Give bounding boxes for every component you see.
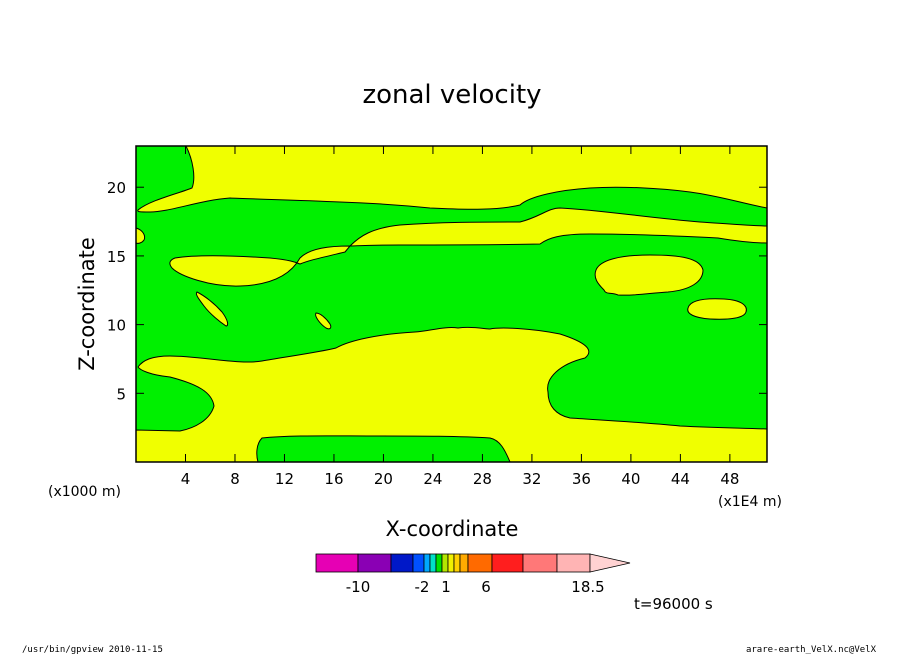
chart-title: zonal velocity [362,80,541,110]
colorbar-cell [491,553,524,573]
x-tick-label: 48 [720,470,739,488]
x-tick-label: 32 [522,470,541,488]
colorbar-cell [522,553,558,573]
region-yellow-lower [135,326,768,463]
colorbar-cell [390,553,414,573]
plot-area [135,145,768,463]
x-tick-label: 8 [230,470,240,488]
y-axis-title: Z-coordinate [75,237,99,371]
colorbar-cell [429,553,437,573]
x-tick-label: 40 [621,470,640,488]
x-tick-label: 44 [671,470,690,488]
footer-right: arare-earth_VelX.nc@VelX [746,645,877,654]
colorbar-cell [435,553,443,573]
x-tick-label: 24 [423,470,442,488]
colorbar-tick-label: 6 [481,578,491,596]
x-tick-label: 28 [473,470,492,488]
colorbar-cell [441,553,449,573]
colorbar-cell [315,553,359,573]
colorbar-cell [453,553,461,573]
y-tick-label: 5 [116,385,126,403]
x-tick-label: 4 [181,470,191,488]
colorbar-tick-label: 18.5 [571,578,604,596]
region-yellow-right-small [687,298,747,320]
colorbar-cell [556,553,591,573]
x-axis: 4 8 12 16 20 24 28 32 36 40 44 48 [181,146,739,488]
colorbar-cell [357,553,392,573]
colorbar-cell [423,553,431,573]
region-yellow-edge-left [135,227,146,244]
colorbar-tick-label: -2 [415,578,430,596]
x-unit-note: (x1E4 m) [718,494,782,510]
x-tick-label: 20 [374,470,393,488]
colorbar-tick-label: -10 [346,578,371,596]
plot-frame [135,145,768,463]
colorbar: -10 -2 1 6 18.5 [315,553,631,596]
x-tick-label: 36 [572,470,591,488]
region-yellow-streak [195,291,229,327]
region-yellow-upper [137,145,768,213]
y-tick-label: 15 [107,248,126,266]
colorbar-cell [459,553,469,573]
region-yellow-right-blob [594,254,704,296]
region-yellow-mid [169,245,352,287]
colorbar-cell [412,553,425,573]
y-tick-label: 10 [107,317,126,335]
colorbar-cell [447,553,455,573]
time-label: t=96000 s [634,595,713,613]
y-tick-label: 20 [107,179,126,197]
colorbar-tick-label: 1 [441,578,451,596]
y-axis: 5 10 15 20 [107,179,767,403]
region-yellow-tiny [315,312,332,330]
colorbar-cell [467,553,493,573]
x-tick-label: 16 [324,470,343,488]
x-tick-label: 12 [275,470,294,488]
x-axis-title: X-coordinate [386,517,519,541]
footer-left: /usr/bin/gpview 2010-11-15 [22,645,163,654]
colorbar-arrow [589,553,631,573]
y-unit-note: (x1000 m) [48,484,121,500]
